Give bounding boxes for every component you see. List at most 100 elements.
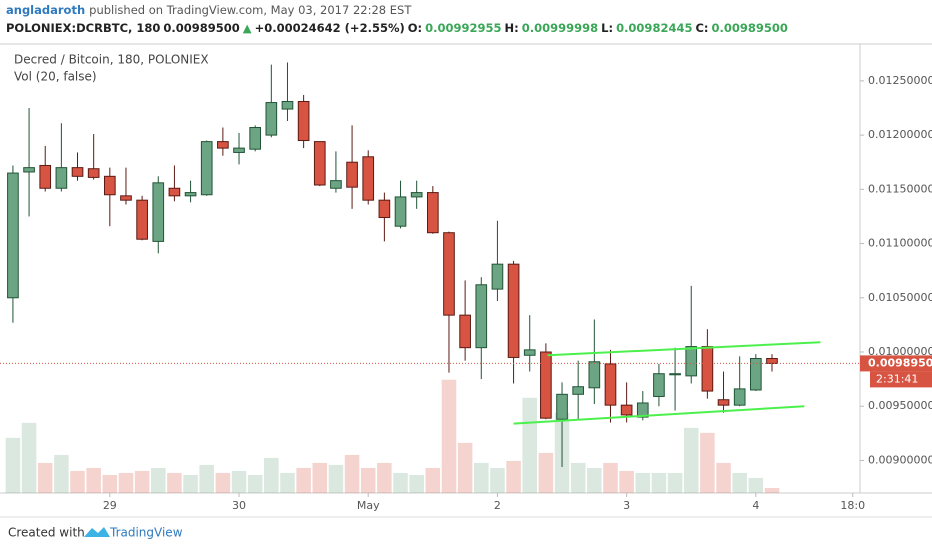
volume-bar	[748, 477, 764, 493]
candle-body	[540, 351, 552, 419]
candle-body	[120, 195, 132, 201]
candle-body	[685, 346, 698, 377]
candle-body	[572, 386, 585, 395]
candle-body	[233, 147, 245, 153]
volume-bar	[37, 462, 53, 493]
plot: 0.00900000 0.00950000 0.01000000 0.01050000…	[0, 62, 932, 512]
volume-bar	[54, 454, 69, 493]
x-tick-label: 29	[103, 499, 117, 512]
candle-body	[426, 192, 439, 234]
c-label: C:	[695, 21, 709, 35]
y-tick-label: 0.01100000	[868, 237, 932, 250]
candle-body	[297, 100, 310, 142]
volume-bar	[344, 454, 360, 493]
volume-bar	[183, 474, 198, 493]
volume-bar	[522, 397, 537, 493]
volume-bar	[247, 474, 263, 493]
volume-bar	[102, 474, 118, 493]
trendline	[547, 341, 821, 357]
candle-body	[313, 141, 326, 186]
volume-bar	[441, 379, 457, 493]
volume-bar	[619, 470, 634, 493]
volume-bar	[587, 467, 602, 493]
candle-body	[636, 402, 649, 418]
l-label: L:	[601, 21, 614, 35]
candle-body	[750, 358, 762, 391]
volume-bar	[280, 472, 295, 493]
volume-bar	[667, 472, 683, 493]
candle-body	[491, 263, 504, 290]
volume-bar	[264, 457, 279, 493]
candle-body	[23, 167, 35, 173]
volume-bar	[199, 464, 214, 493]
volume-bar	[151, 467, 166, 493]
volume-bar	[490, 467, 505, 493]
c: 0.00989500	[711, 21, 788, 35]
volume-bar	[360, 467, 376, 493]
o-label: O:	[407, 21, 423, 35]
volume-bar	[134, 470, 150, 493]
trendline	[513, 405, 805, 425]
h: 0.00999998	[521, 21, 599, 35]
candle-body	[507, 263, 520, 358]
candle-body	[378, 199, 391, 219]
volume-bar	[231, 470, 247, 493]
series	[5, 62, 821, 493]
candle-body	[620, 404, 633, 416]
countdown: 2:31:41	[876, 372, 918, 385]
y-tick-label: 0.00900000	[868, 453, 932, 466]
volume-bar	[570, 462, 586, 493]
y-tick-label: 0.01150000	[868, 182, 932, 195]
volume-bar	[603, 462, 618, 493]
candle-body	[87, 168, 100, 178]
volume-bar	[732, 472, 747, 493]
volume-bar	[425, 467, 441, 493]
candle-body	[168, 187, 181, 197]
volume-bar	[764, 487, 780, 493]
candle-body	[7, 172, 19, 299]
volume-label: Vol (20, false)	[14, 70, 97, 84]
last-price-box	[860, 355, 932, 372]
candle-body	[394, 196, 407, 227]
volume-bar	[457, 442, 473, 493]
author: angladaroth	[6, 3, 86, 17]
candle-body	[346, 161, 358, 188]
header-line-2: POLONIEX:DCRBTC, 180 0.00989500 ▲ +0.000…	[6, 21, 788, 35]
x-tick-label: 18:0	[840, 499, 865, 512]
x-tick-label: 4	[752, 499, 759, 512]
candle-body	[71, 167, 84, 177]
candle-body	[556, 393, 568, 420]
candle-body	[103, 175, 116, 196]
volume-bar	[700, 432, 715, 493]
tv-logo	[84, 527, 110, 537]
candle-body	[604, 363, 617, 406]
candle-body	[459, 314, 471, 349]
volume-bar	[377, 462, 392, 493]
volume-bar	[635, 472, 651, 493]
candle-body	[717, 399, 730, 406]
candle-body	[669, 373, 681, 376]
volume-bar	[651, 472, 667, 493]
y-tick-label: 0.01050000	[868, 291, 932, 304]
candle-body	[362, 156, 375, 201]
volume-bar	[716, 462, 731, 493]
candle-body	[39, 164, 52, 189]
y-tick-label: 0.01250000	[868, 74, 932, 87]
candle-body	[588, 361, 601, 389]
y-tick-label: 0.01000000	[868, 345, 932, 358]
volume-bar	[393, 472, 408, 493]
published: published on TradingView.com, May 03, 20…	[89, 3, 412, 17]
volume-bar	[538, 452, 554, 493]
volume-bar	[328, 464, 344, 493]
candle-body	[330, 180, 342, 189]
volume-bar	[70, 470, 85, 493]
volume-bar	[296, 467, 311, 493]
volume-bar	[118, 472, 134, 493]
volume-bar	[409, 474, 424, 493]
symbol: POLONIEX:DCRBTC, 180	[6, 21, 161, 35]
candle-body	[152, 182, 165, 242]
candle-body	[200, 141, 213, 196]
candle-body	[443, 232, 455, 316]
